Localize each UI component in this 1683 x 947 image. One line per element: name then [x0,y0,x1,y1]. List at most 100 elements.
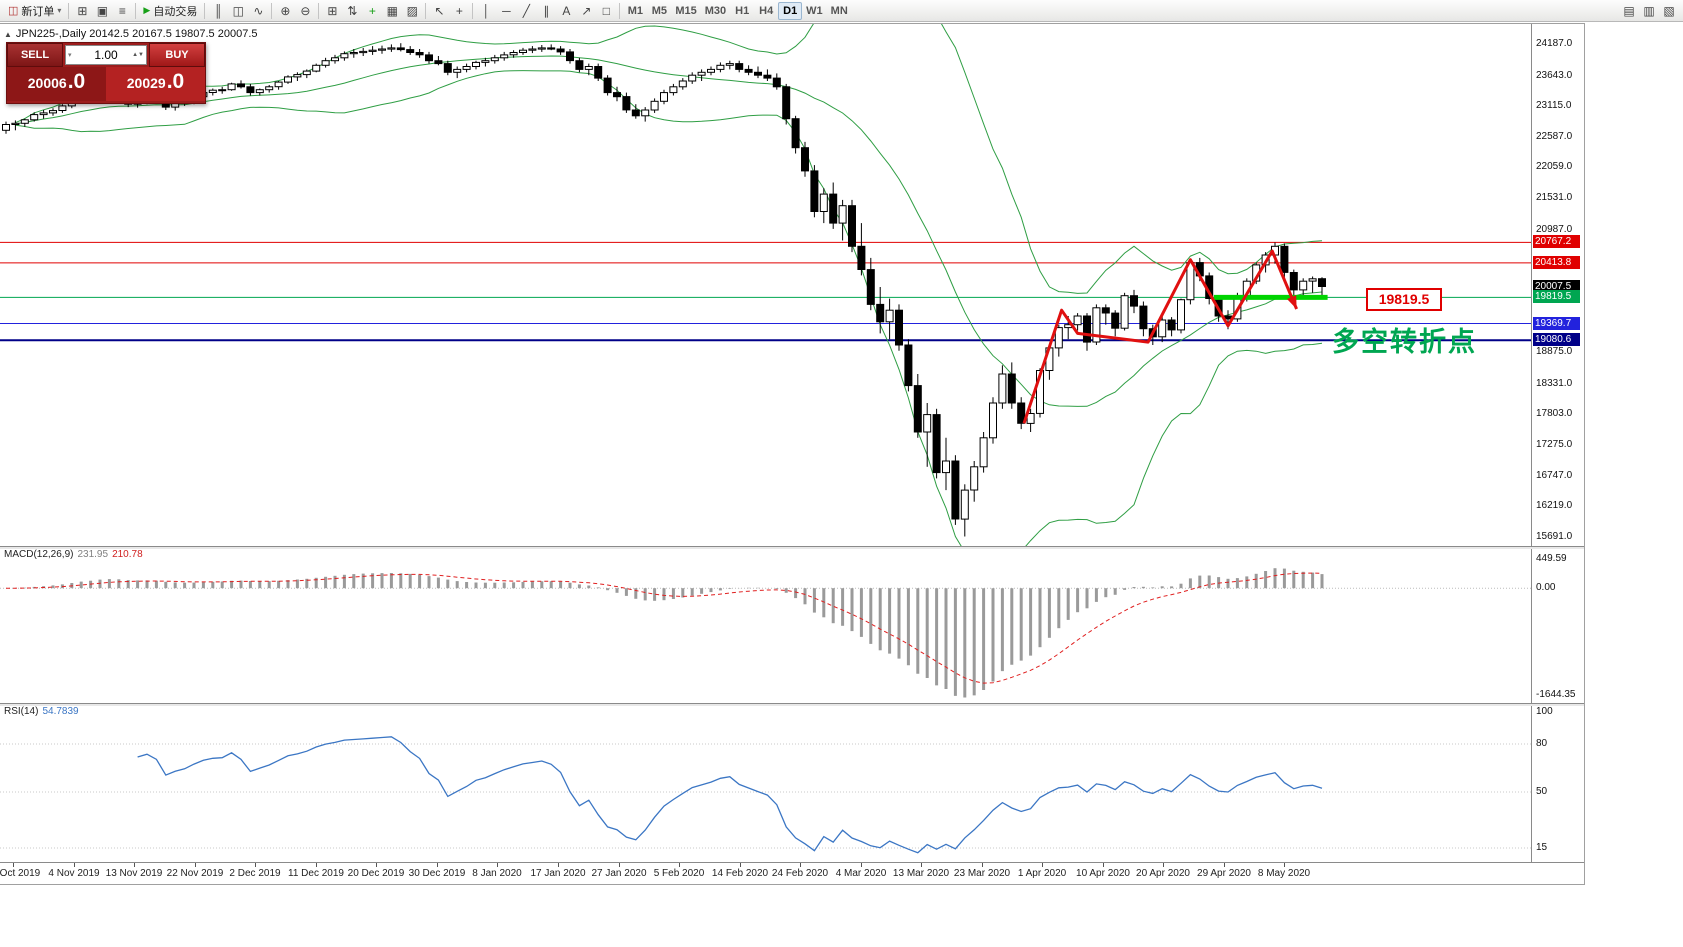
axis-tick-label: 449.59 [1536,553,1567,564]
macd-title: MACD(12,26,9) [4,549,74,560]
timeframe-w1-button[interactable]: W1 [802,2,827,20]
new-order-label: 新订单 [21,5,55,18]
market-watch-icon[interactable]: ≡ [112,2,132,20]
axis-tick-label: 23115.0 [1536,100,1572,111]
lot-spinner[interactable]: ▲▼ [132,52,144,58]
line-chart-button[interactable]: ∿ [248,2,268,20]
axis-tick-label: 21531.0 [1536,192,1573,203]
chinese-annotation: 多空转折点 [1332,327,1477,357]
price-badge: 20007.5 [1533,280,1580,293]
date-tick-label: 30 Dec 2019 [408,868,466,879]
axis-tick-label: 15691.0 [1536,531,1573,542]
toolbar-separator [425,2,427,19]
candlestick-chart-button[interactable]: ◫ [228,2,248,20]
symbol-info: ▲ JPN225-,Daily 20142.5 20167.5 19807.5 2… [4,28,258,40]
new-order-button[interactable]: ◫ 新订单 ▾ [4,2,65,20]
date-tick-label: 17 Jan 2020 [530,868,586,879]
main-toolbar: ◫ 新订单 ▾ ⊞ ▣ ≡ ▶ 自动交易 ║ ◫ ∿ ⊕ ⊖ ⊞ ⇅ + ▦ ▨ ↖ + │ ─ ╱ ∥ A ↗ □ M… [0,0,1683,22]
chart-window: ▲ JPN225-,Daily 20142.5 20167.5 19807.5 2… [0,23,1585,885]
arrange-windows-button[interactable]: ⇅ [342,2,362,20]
axis-tick-label: 16747.0 [1536,470,1573,481]
collapse-panel-icon[interactable]: ▲ [4,30,12,39]
axis-tick-label: -1644.35 [1536,689,1576,700]
buy-price-main: 20029 [126,75,166,91]
date-tick-label: 2 Dec 2019 [229,868,281,879]
timeframe-m5-button[interactable]: M5 [647,2,671,20]
main-chart[interactable] [0,24,1531,546]
timeframe-m30-button[interactable]: M30 [701,2,730,20]
timeframe-d1-button[interactable]: D1 [778,1,803,20]
macd-value-main: 231.95 [77,549,109,560]
indicators-button[interactable]: + [362,2,382,20]
date-tick-label: 22 Nov 2019 [166,868,224,879]
bar-chart-button[interactable]: ║ [208,2,228,20]
docs-icon[interactable]: ▧ [1659,2,1679,20]
price-axis[interactable]: 24187.0 23643.0 23115.0 22587.0 22059.0 21531… [1531,24,1584,882]
cursor-button[interactable]: ↖ [429,2,449,20]
trendline-button[interactable]: ╱ [516,2,536,20]
arrow-tool-button[interactable]: ↗ [576,2,596,20]
axis-tick-label: 23643.0 [1536,70,1573,81]
one-click-trading-panel: SELL ▾ 1.00 ▲▼ BUY 20006.0 20029.0 [6,42,206,104]
date-tick-label: 10 Apr 2020 [1076,868,1130,879]
axis-tick-label: 50 [1536,786,1548,797]
print-icon[interactable]: ▤ [1619,2,1639,20]
new-chart-icon[interactable]: ⊞ [72,2,92,20]
sell-price-main: 20006 [27,75,67,91]
rsi-panel[interactable] [0,706,1531,862]
panel-splitter[interactable] [0,703,1584,706]
timeframe-h1-button[interactable]: H1 [730,2,754,20]
buy-button[interactable]: BUY [149,43,205,67]
rsi-title: RSI(14) [4,706,39,717]
lot-dropdown-icon[interactable]: ▾ [68,52,72,59]
periods-button[interactable]: ▦ [382,2,402,20]
toolbar-separator [318,2,320,19]
date-tick-label: 24 Feb 2020 [771,868,829,879]
date-tick-label: 13 Nov 2019 [105,868,163,879]
shapes-button[interactable]: □ [596,2,616,20]
axis-tick-label: 0.00 [1536,582,1556,593]
macd-panel[interactable] [0,549,1531,703]
buy-price[interactable]: 20029.0 [106,67,205,101]
axis-tick-label: 100 [1536,706,1553,717]
date-tick-label: 11 Dec 2019 [288,868,344,879]
date-tick-label: 27 Jan 2020 [591,868,647,879]
axis-tick-label: 18331.0 [1536,378,1573,389]
axis-tick-label: 80 [1536,738,1548,749]
date-tick-label: 5 Feb 2020 [653,868,705,879]
price-badge: 20413.8 [1533,256,1580,269]
sell-button[interactable]: SELL [7,43,63,67]
date-tick-label: 29 Apr 2020 [1197,868,1251,879]
timeframe-m1-button[interactable]: M1 [623,2,647,20]
date-tick-label: 13 Mar 2020 [892,868,950,879]
vertical-line-button[interactable]: │ [476,2,496,20]
panel-splitter[interactable] [0,546,1584,549]
templates-button[interactable]: ▨ [402,2,422,20]
profiles-icon[interactable]: ▣ [92,2,112,20]
timeframe-mn-button[interactable]: MN [827,2,852,20]
axis-tick-label: 17803.0 [1536,408,1573,419]
zoom-out-button[interactable]: ⊖ [295,2,315,20]
date-tick-label: 20 Dec 2019 [347,868,405,879]
crosshair-button[interactable]: + [449,2,469,20]
zoom-in-button[interactable]: ⊕ [275,2,295,20]
axis-tick-label: 16219.0 [1536,500,1573,511]
auto-trading-button[interactable]: ▶ 自动交易 [139,2,201,20]
price-badge: 20767.2 [1533,235,1580,248]
price-annotation-label[interactable]: 19819.5 [1366,288,1442,311]
print-preview-icon[interactable]: ▥ [1639,2,1659,20]
horizontal-line-button[interactable]: ─ [496,2,516,20]
axis-tick-label: 15 [1536,842,1548,853]
channel-button[interactable]: ∥ [536,2,556,20]
timeframe-m15-button[interactable]: M15 [671,2,700,20]
tile-windows-button[interactable]: ⊞ [322,2,342,20]
date-tick-label: 14 Feb 2020 [711,868,769,879]
text-label-button[interactable]: A [556,2,576,20]
timeframe-h4-button[interactable]: H4 [754,2,778,20]
toolbar-separator [68,2,70,19]
date-tick-label: 4 Nov 2019 [48,868,100,879]
date-tick-label: 8 May 2020 [1257,868,1311,879]
lot-size-field[interactable]: ▾ 1.00 ▲▼ [65,45,147,65]
sell-price[interactable]: 20006.0 [7,67,106,101]
